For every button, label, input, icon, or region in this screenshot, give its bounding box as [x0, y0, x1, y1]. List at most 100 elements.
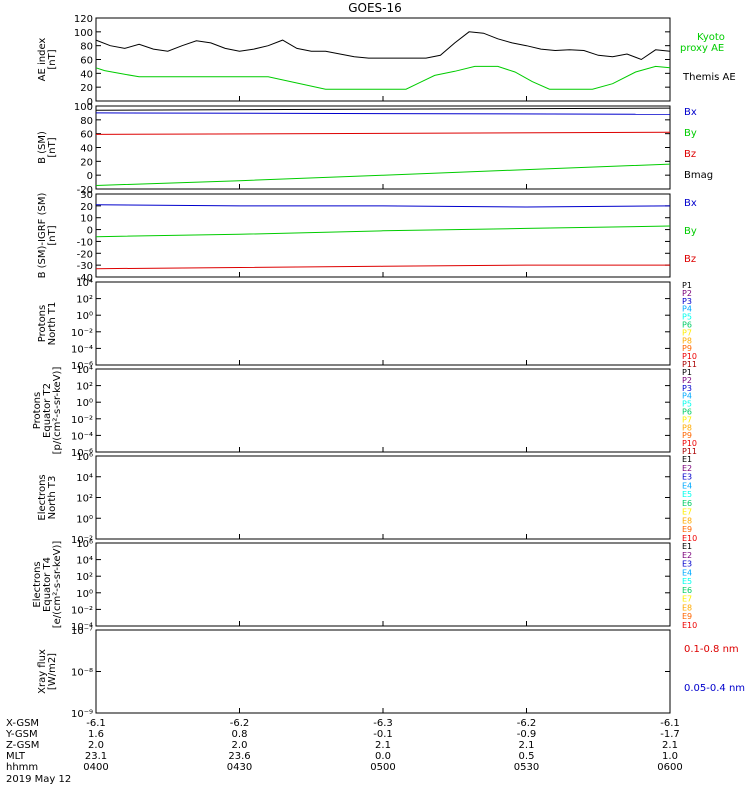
legend-item: E9: [682, 612, 692, 621]
ytick-label: 0: [87, 226, 93, 237]
xaxis-value: -0.9: [517, 729, 537, 740]
ytick-label: -20: [77, 249, 93, 260]
panel-frame-2: [95, 105, 671, 190]
ylabel-line: Xray flux: [37, 649, 48, 694]
ylabel-line: [nT]: [47, 137, 58, 157]
ytick-label: 80: [80, 42, 93, 53]
ytick-label: 0: [87, 171, 93, 182]
xaxis-value: -1.7: [660, 729, 680, 740]
ytick-label: 40: [80, 144, 93, 155]
legend-item: P3: [682, 297, 692, 306]
legend-item: P7: [682, 328, 692, 337]
legend-item: P2: [682, 376, 692, 385]
ylabel-line: Protons: [37, 305, 48, 342]
xaxis-row-label: MLT: [6, 751, 26, 762]
ytick-label: 10⁴: [76, 473, 93, 484]
legend-item: E10: [682, 534, 697, 543]
ylabel-8: Xray flux[W/m2]: [37, 649, 58, 694]
legend-item: E3: [682, 560, 692, 569]
legend-item: P10: [682, 352, 697, 361]
legend-item: E6: [682, 499, 692, 508]
ytick-label: 10: [80, 214, 93, 225]
ytick-label: 10⁶: [76, 452, 93, 463]
legend-item: E5: [682, 577, 692, 586]
ytick-label: 60: [80, 130, 93, 141]
xaxis-row-label: Z-GSM: [6, 740, 39, 751]
legend-item: By: [684, 226, 697, 237]
ylabel-line: Equator T2: [42, 383, 53, 438]
ytick-label: 10⁰: [76, 311, 93, 322]
legend-item: P2: [682, 289, 692, 298]
ytick-label: 10⁰: [76, 514, 93, 525]
legend-item: P6: [682, 408, 692, 417]
date-label: 2019 May 12: [6, 774, 71, 785]
ylabel-line: Electrons: [32, 561, 43, 607]
ytick-label: 40: [80, 69, 93, 80]
ytick-label: -40: [77, 273, 93, 284]
legend-item: E1: [682, 455, 692, 464]
ylabel-line: [e/(cm²-s-sr-keV)]: [52, 541, 63, 629]
series-line-bmag: [95, 107, 671, 111]
ytick-label: 0: [87, 97, 93, 108]
ytick-label: 10⁰: [76, 398, 93, 409]
legend-item: P9: [682, 344, 692, 353]
ylabel-1: AE index[nT]: [37, 38, 58, 82]
legend-item: P10: [682, 439, 697, 448]
series-line-kyoto-proxy-ae: [95, 65, 671, 90]
xaxis-row-label: Y-GSM: [5, 729, 38, 740]
ytick-label: 10⁶: [76, 539, 93, 550]
legend-item: P5: [682, 313, 692, 322]
legend-themis: Themis AE: [682, 72, 736, 83]
xaxis-value: 2.1: [375, 740, 391, 751]
series-line-by: [95, 225, 671, 238]
legend-item: P4: [682, 305, 692, 314]
legend-item: E7: [682, 595, 692, 604]
legend-item: Bx: [684, 107, 697, 118]
xaxis-value: 23.1: [85, 751, 107, 762]
ytick-label: 10⁻²: [71, 605, 93, 616]
xaxis-value: 2.1: [662, 740, 678, 751]
ylabel-3: B (SM)-IGRF (SM)[nT]: [37, 193, 58, 279]
ytick-label: 10⁻⁹: [71, 709, 93, 720]
series-line-bz: [95, 264, 670, 270]
legend-item: E8: [682, 516, 692, 525]
xaxis-value: 0600: [657, 762, 682, 773]
panel-frame-4: [95, 281, 671, 366]
xaxis-value: 2.1: [519, 740, 535, 751]
ytick-label: 10²: [76, 382, 93, 393]
chart-title: GOES-16: [348, 1, 402, 15]
panel-frame-1: [95, 17, 671, 102]
panel-frame-5: [95, 368, 671, 453]
legend-item: P7: [682, 415, 692, 424]
xaxis-value: 0.8: [232, 729, 248, 740]
ytick-label: 20: [80, 157, 93, 168]
ylabel-line: AE index: [37, 38, 48, 82]
legend-kyoto-2: proxy AE: [680, 43, 724, 54]
ytick-label: 60: [80, 56, 93, 67]
ytick-label: 10⁰: [76, 589, 93, 600]
ylabel-line: [nT]: [47, 49, 58, 69]
xaxis-value: 0.0: [375, 751, 391, 762]
legend-item: Bz: [684, 149, 696, 160]
ytick-label: -10: [77, 237, 93, 248]
ylabel-line: Equator T4: [42, 557, 53, 612]
xaxis-value: -6.1: [660, 718, 680, 729]
legend-item: E1: [682, 542, 692, 551]
legend-item: P5: [682, 400, 692, 409]
ylabel-line: Electrons: [37, 474, 48, 520]
ylabel-line: North T3: [47, 476, 58, 520]
legend-item: E10: [682, 621, 697, 630]
legend-item: Bz: [684, 254, 696, 265]
ylabel-6: ElectronsNorth T3: [37, 474, 58, 520]
legend-item: P6: [682, 321, 692, 330]
ylabel-line: [W/m2]: [47, 653, 58, 690]
ytick-label: 20: [80, 83, 93, 94]
legend-item: 0.1-0.8 nm: [684, 644, 739, 655]
ytick-label: 10²: [76, 295, 93, 306]
ytick-label: 10⁻²: [71, 415, 93, 426]
legend-item: Bmag: [684, 170, 713, 181]
legend-item: P9: [682, 431, 692, 440]
ylabel-7: ElectronsEquator T4[e/(cm²-s-sr-keV)]: [32, 541, 63, 629]
